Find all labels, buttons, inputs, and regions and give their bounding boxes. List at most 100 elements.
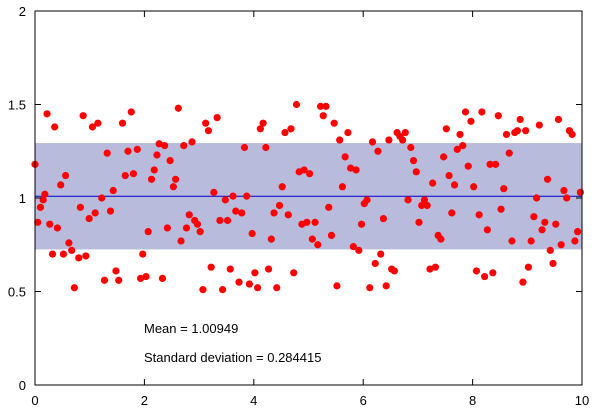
data-point [278,183,286,191]
data-point [574,228,582,236]
data-point [171,175,180,183]
data-point [267,235,275,243]
data-points-layer [31,100,584,294]
data-point [352,166,360,174]
data-point [532,194,541,202]
data-point [169,183,177,191]
data-point [341,153,349,161]
data-point [519,278,527,286]
data-point [440,153,448,161]
data-point [398,136,407,144]
y-tick-label: 0 [19,378,26,393]
data-point [65,239,73,247]
data-point [522,127,530,135]
data-point [287,125,295,133]
data-point [497,205,505,213]
data-point [163,224,171,232]
y-tick-label: 0.5 [8,285,26,300]
data-point [127,108,135,116]
data-point [144,228,152,236]
data-point [34,218,42,226]
data-point [300,166,308,174]
data-point [139,250,147,258]
data-point [560,186,568,195]
data-point [437,235,445,243]
data-point [445,171,453,180]
data-point [554,115,563,124]
data-point [557,241,565,249]
data-point [541,218,549,226]
data-point [284,211,292,219]
data-point [109,186,117,195]
data-point [281,128,289,137]
data-point [472,267,481,275]
data-point [366,284,374,292]
data-point [150,166,158,174]
data-point [453,145,461,153]
y-tick-label: 1 [19,191,26,206]
data-point [464,162,472,170]
data-point [256,125,264,133]
data-point [336,136,344,144]
data-point [254,284,262,292]
data-point [481,272,489,281]
data-point [513,127,522,135]
data-point [404,196,412,204]
data-point [552,220,560,228]
data-point [431,263,440,271]
x-tick-label: 10 [575,393,589,408]
data-point [368,138,377,146]
data-point [136,274,145,283]
data-point [571,237,579,245]
data-point [88,123,97,131]
data-point [248,229,256,238]
data-point [98,194,106,202]
data-point [275,201,284,210]
data-point [270,209,278,217]
data-point [216,216,224,225]
data-point [508,237,516,245]
data-point [213,113,221,122]
data-point [527,237,535,245]
data-point [538,226,546,234]
data-point [115,276,123,284]
data-point [202,119,210,127]
mean-annotation: Mean = 1.00949 [144,321,238,336]
x-tick-label: 2 [141,393,148,408]
data-point [100,276,109,284]
data-point [483,226,491,234]
data-point [530,213,538,221]
data-point [166,157,174,165]
data-point [338,183,347,191]
data-point [494,112,502,120]
data-point [112,267,120,275]
data-point [470,183,478,191]
x-tick-label: 0 [31,393,38,408]
data-point [412,168,420,176]
data-point [489,269,497,277]
data-point [221,196,229,204]
data-point [94,119,102,127]
data-point [308,235,316,243]
data-point [382,282,390,290]
y-tick-label: 2 [19,4,26,19]
data-point [524,263,532,271]
data-point [153,151,161,159]
data-point [232,207,240,215]
data-point [516,115,524,124]
data-point [142,272,150,281]
data-point [223,216,232,225]
data-point [48,250,57,258]
data-point [36,203,45,211]
data-point [330,119,338,127]
data-point [59,250,68,258]
data-point [420,196,429,204]
data-point [264,265,273,273]
data-point [158,274,167,283]
data-point [357,220,366,228]
y-tick-label: 1.5 [8,98,26,113]
data-point [133,145,141,153]
data-point [85,214,93,223]
data-point [377,250,385,258]
data-point [429,179,437,187]
